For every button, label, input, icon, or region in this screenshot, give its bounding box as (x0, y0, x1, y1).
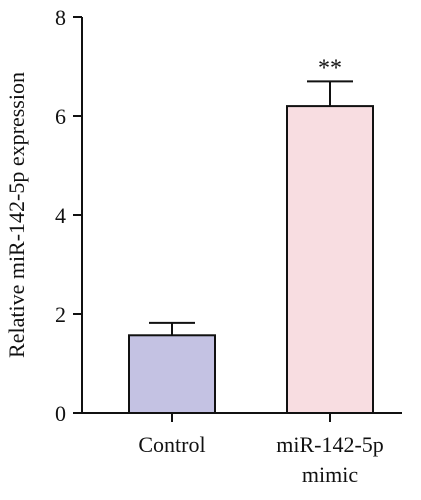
bar (286, 105, 374, 414)
error-bars (149, 80, 353, 336)
y-tick-label: 8 (55, 5, 66, 30)
x-axis: Control miR-142-5p mimic (82, 412, 402, 487)
y-tick-label: 0 (55, 401, 66, 426)
y-ticks: 0 2 4 6 8 (55, 5, 82, 426)
y-tick-label: 4 (55, 203, 66, 228)
significance-label: ** (318, 55, 342, 81)
y-tick-label: 2 (55, 302, 66, 327)
y-axis: 0 2 4 6 8 (55, 5, 83, 426)
x-tick-label: miR-142-5p mimic (276, 432, 384, 487)
x-tick-label: Control (138, 432, 205, 457)
bar (128, 334, 216, 414)
x-ticks: Control miR-142-5p mimic (138, 413, 384, 487)
y-axis-title: Relative miR-142-5p expression (4, 72, 29, 358)
bars (128, 105, 374, 414)
y-tick-label: 6 (55, 104, 66, 129)
significance-annotations: ** (318, 55, 342, 81)
